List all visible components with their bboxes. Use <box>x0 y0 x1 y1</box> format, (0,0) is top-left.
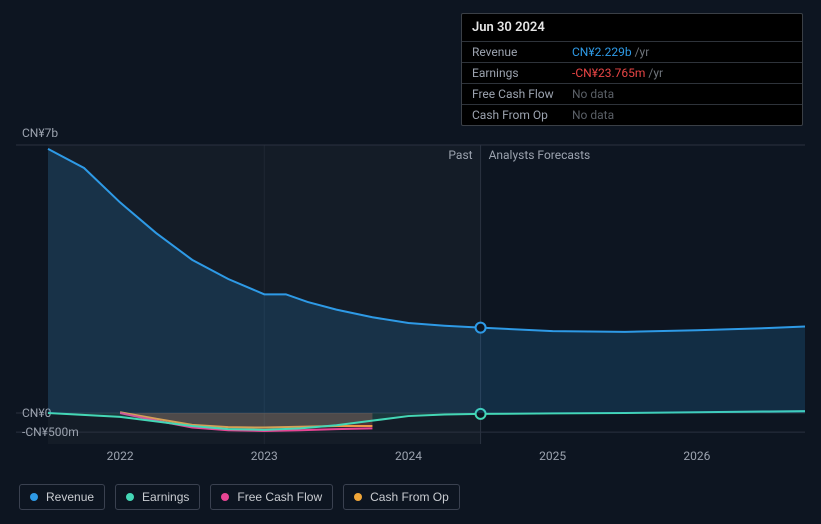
svg-text:2024: 2024 <box>395 449 422 463</box>
tooltip-row-earnings: Earnings -CN¥23.765m /yr <box>462 62 802 83</box>
tooltip-unit: /yr <box>648 66 663 80</box>
tooltip-value: No data <box>572 108 614 122</box>
svg-text:Analysts Forecasts: Analysts Forecasts <box>489 148 591 162</box>
tooltip-value: -CN¥23.765m <box>572 66 645 80</box>
legend-label: Earnings <box>142 490 189 504</box>
tooltip-label: Earnings <box>472 66 572 80</box>
legend-dot <box>30 493 38 501</box>
tooltip-label: Cash From Op <box>472 108 572 122</box>
legend-dot <box>354 493 362 501</box>
legend-label: Revenue <box>46 490 94 504</box>
tooltip-date: Jun 30 2024 <box>462 14 802 41</box>
svg-text:CN¥0: CN¥0 <box>22 406 52 420</box>
legend-label: Free Cash Flow <box>237 490 322 504</box>
legend-dot <box>221 493 229 501</box>
svg-text:-CN¥500m: -CN¥500m <box>22 425 79 439</box>
tooltip-label: Free Cash Flow <box>472 87 572 101</box>
legend: Revenue Earnings Free Cash Flow Cash Fro… <box>19 484 460 510</box>
svg-text:Past: Past <box>448 148 472 162</box>
tooltip-row-revenue: Revenue CN¥2.229b /yr <box>462 41 802 62</box>
svg-text:2025: 2025 <box>539 449 566 463</box>
tooltip-label: Revenue <box>472 45 572 59</box>
svg-text:2022: 2022 <box>107 449 134 463</box>
legend-item-fcf[interactable]: Free Cash Flow <box>210 484 333 510</box>
legend-label: Cash From Op <box>370 490 449 504</box>
legend-item-earnings[interactable]: Earnings <box>115 484 200 510</box>
tooltip-unit: /yr <box>635 45 650 59</box>
tooltip-row-cfo: Cash From Op No data <box>462 104 802 125</box>
svg-text:2023: 2023 <box>251 449 278 463</box>
tooltip: Jun 30 2024 Revenue CN¥2.229b /yr Earnin… <box>461 13 803 126</box>
tooltip-value: No data <box>572 87 614 101</box>
tooltip-value: CN¥2.229b <box>572 45 632 59</box>
tooltip-row-fcf: Free Cash Flow No data <box>462 83 802 104</box>
svg-text:CN¥7b: CN¥7b <box>22 126 58 140</box>
legend-item-cfo[interactable]: Cash From Op <box>343 484 460 510</box>
legend-dot <box>126 493 134 501</box>
svg-text:2026: 2026 <box>683 449 710 463</box>
legend-item-revenue[interactable]: Revenue <box>19 484 105 510</box>
